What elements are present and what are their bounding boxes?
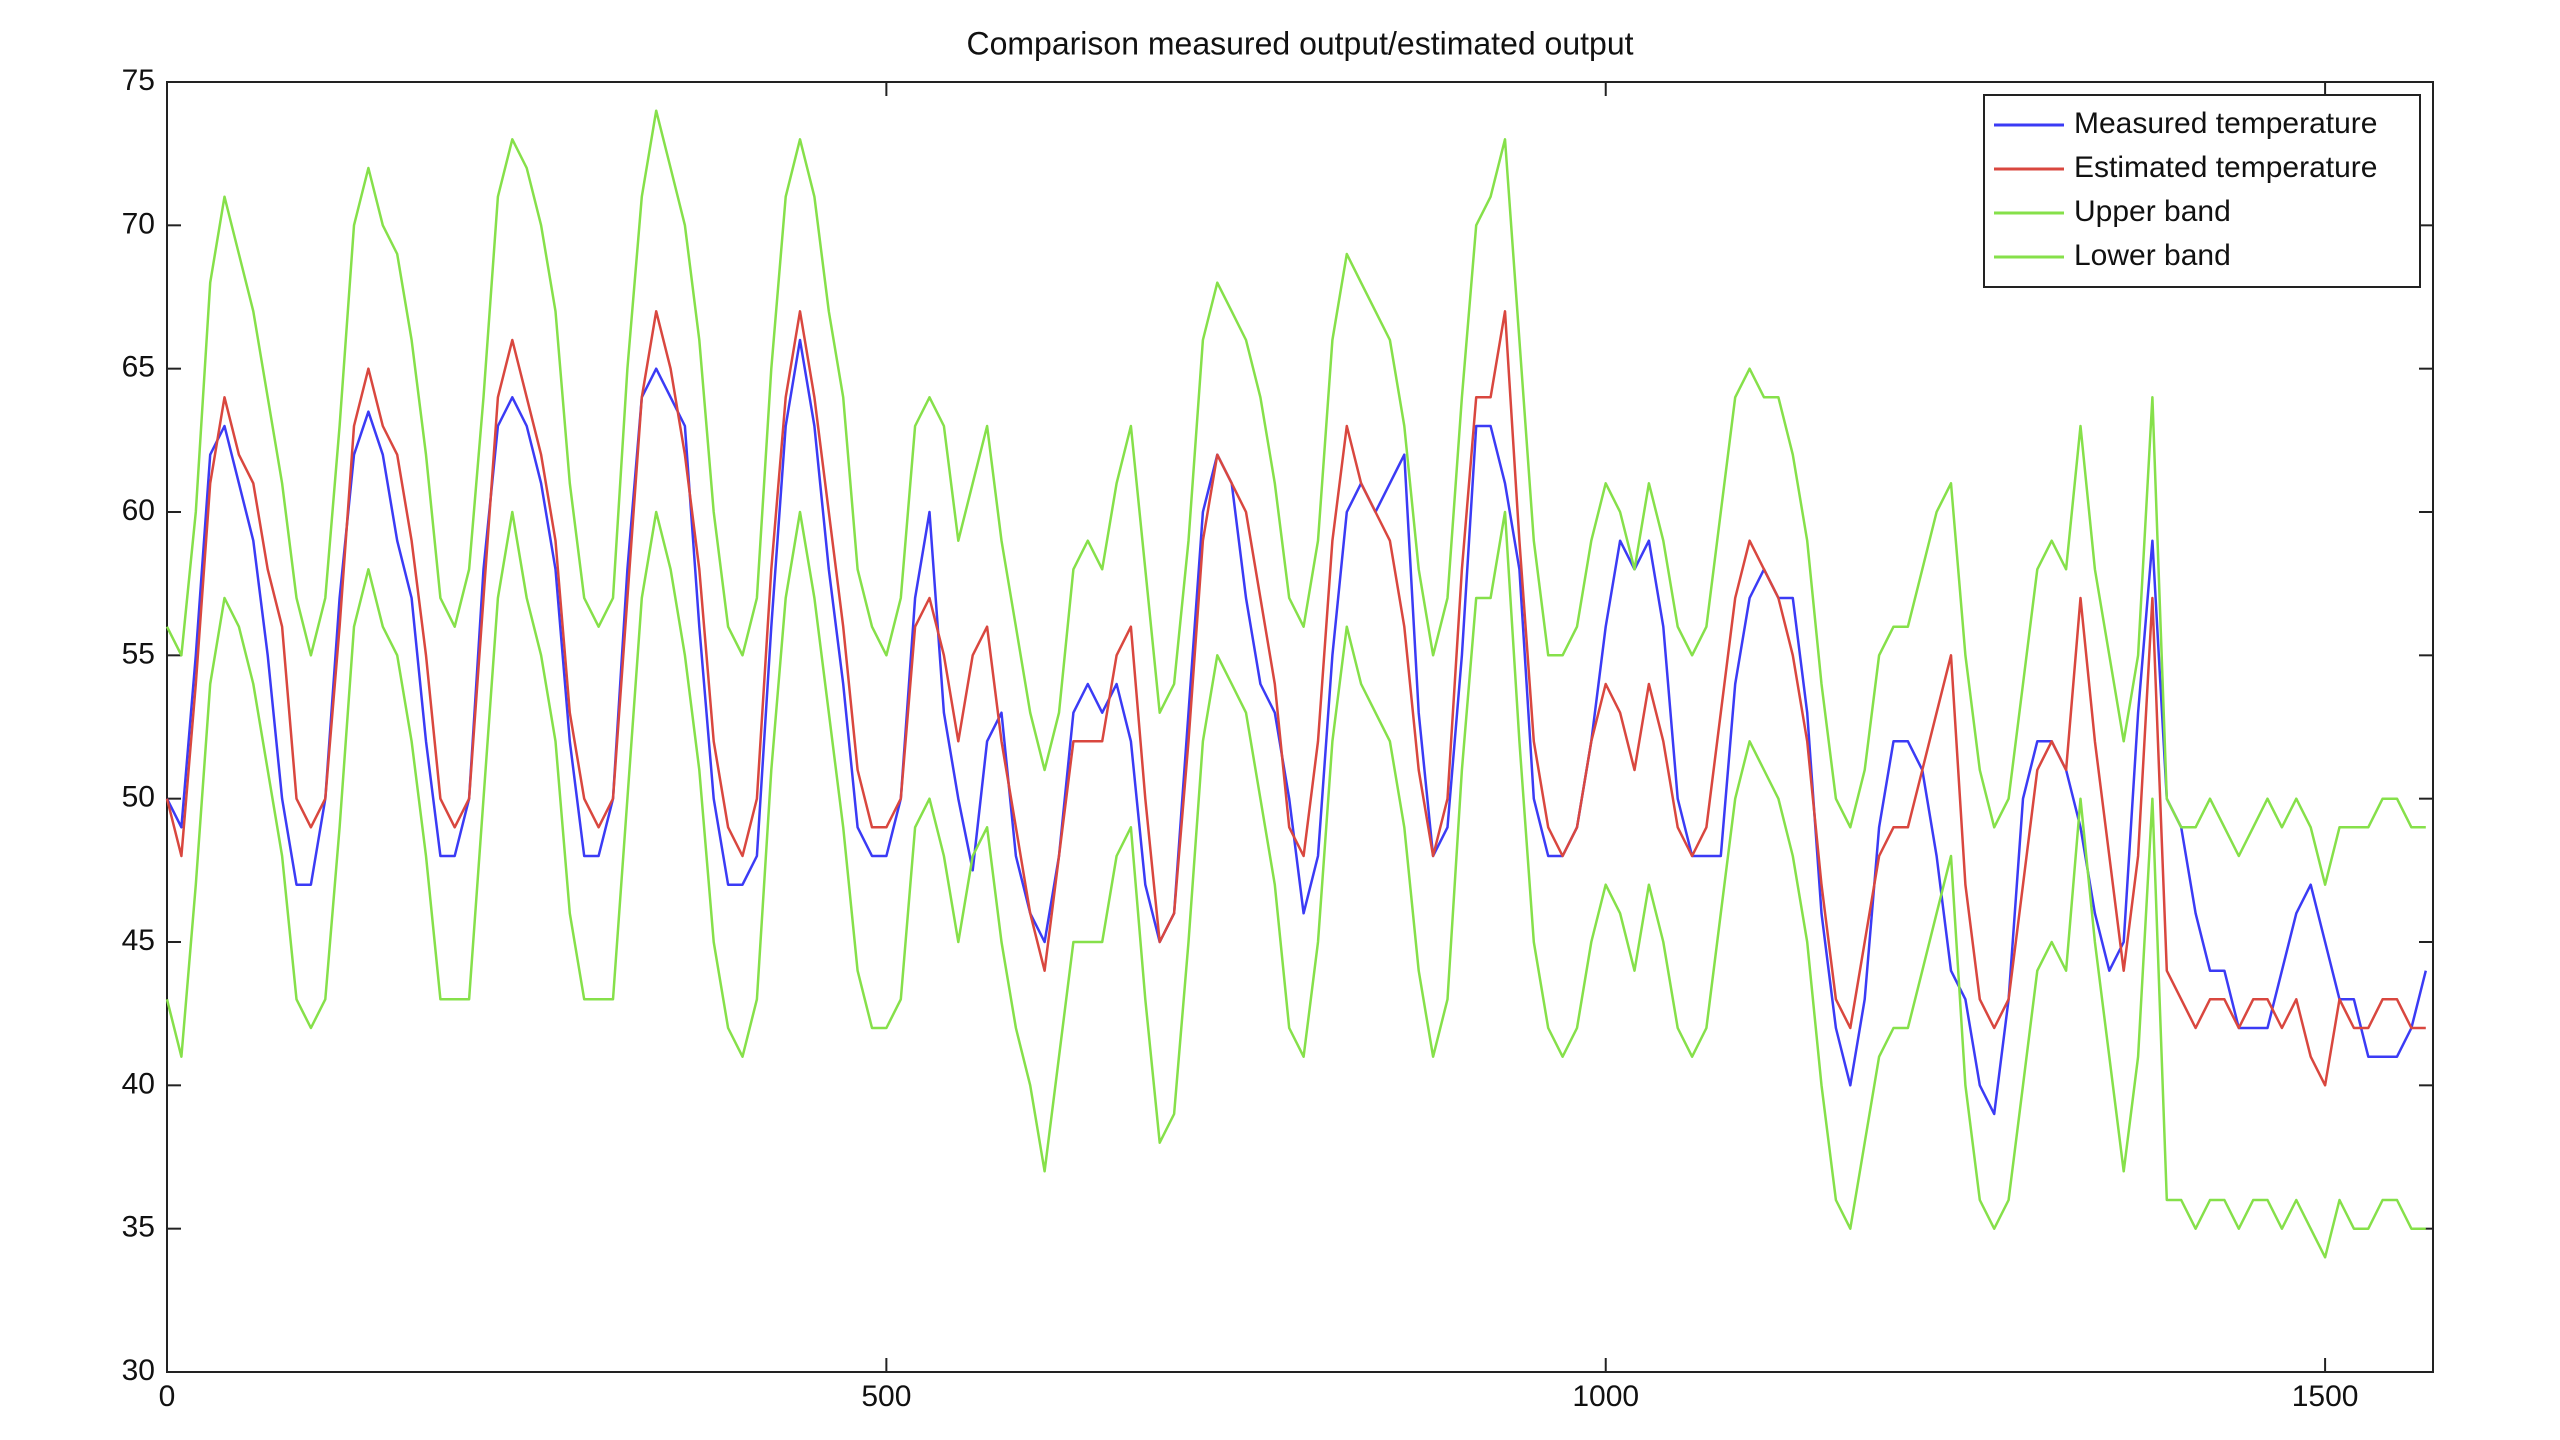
- y-tick-label: 60: [122, 494, 155, 527]
- y-tick-label: 75: [122, 64, 155, 97]
- y-tick-label: 55: [122, 637, 155, 670]
- series-line: [165, 109, 2426, 886]
- series-line: [165, 338, 2428, 1116]
- x-tick-label: 500: [861, 1380, 911, 1413]
- y-tick-label: 70: [122, 207, 155, 240]
- legend-label: Measured temperature: [2074, 107, 2378, 140]
- x-tick-label: 1500: [2292, 1380, 2359, 1413]
- y-tick-label: 30: [122, 1354, 155, 1387]
- legend-label: Upper band: [2074, 195, 2231, 228]
- legend: Measured temperature Estimated temperatur…: [1983, 94, 2421, 288]
- y-tick-label: 50: [122, 781, 155, 814]
- y-tick-label: 45: [122, 924, 155, 957]
- legend-label: Lower band: [2074, 239, 2231, 272]
- series-line: [165, 310, 2426, 1087]
- y-tick-label: 65: [122, 351, 155, 384]
- y-tick-label: 40: [122, 1067, 155, 1100]
- series-line: [165, 510, 2426, 1259]
- chart-title: Comparison measured output/estimated out…: [966, 25, 1633, 61]
- x-tick-label: 0: [159, 1380, 176, 1413]
- legend-box: [1983, 94, 2421, 288]
- x-tick-label: 1000: [1572, 1380, 1639, 1413]
- plot-frame: [166, 81, 2434, 1373]
- legend-label: Estimated temperature: [2074, 151, 2377, 184]
- y-tick-label: 35: [122, 1211, 155, 1244]
